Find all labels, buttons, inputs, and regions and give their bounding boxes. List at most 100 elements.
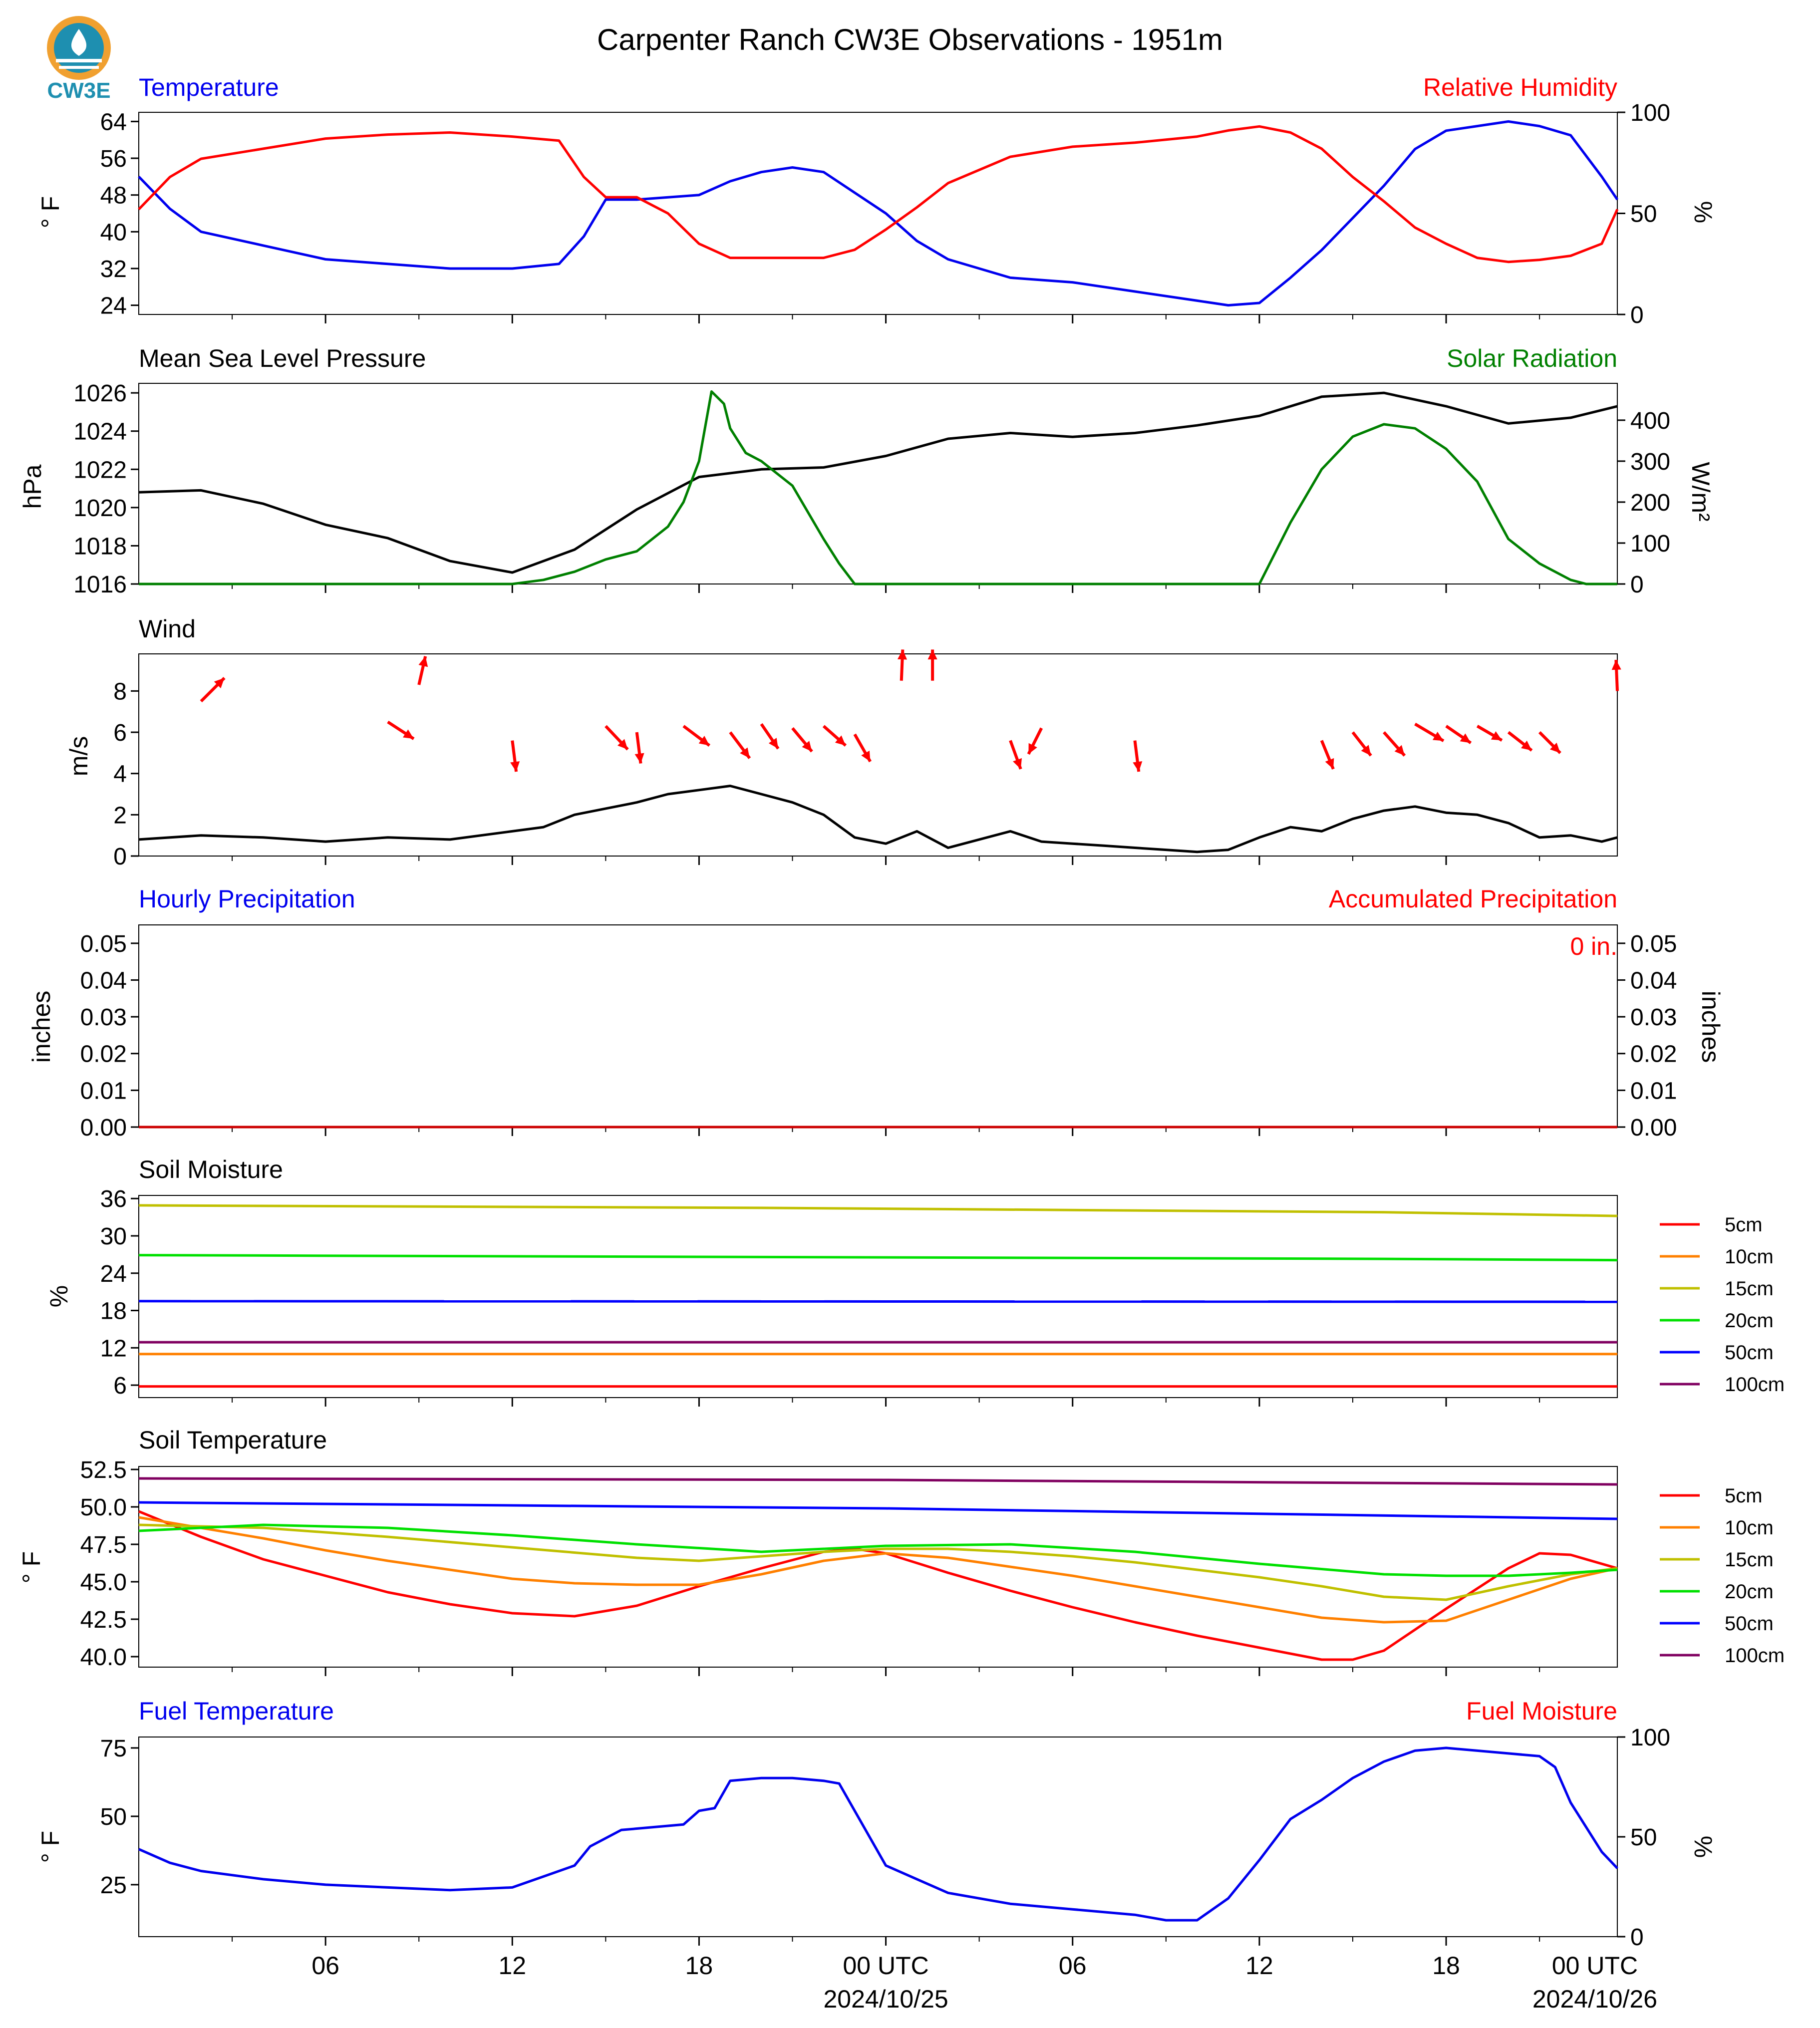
wind-arrow [634, 732, 644, 764]
wind-arrow [1476, 725, 1503, 742]
series-line-relative-humidity [138, 125, 1619, 264]
wind-arrow [927, 649, 937, 681]
y-tick-label-right: 0 [1630, 1924, 1644, 1951]
wind-arrow [1611, 659, 1621, 691]
y-tick-label-left: 40.0 [80, 1644, 127, 1671]
panel-wind: Wind m/s 0 2 4 6 8 [65, 615, 1621, 870]
y-axis-label-left: ° F [36, 196, 64, 228]
y-tick-label-left: 40 [100, 219, 127, 246]
y-tick-label-left: 56 [100, 146, 127, 172]
legend-label: 5cm [1725, 1485, 1763, 1507]
panel-title-left: Mean Sea Level Pressure [139, 344, 426, 372]
series-line-wind-speed [138, 785, 1618, 854]
wind-arrow [1027, 727, 1043, 755]
wind-arrow [1351, 731, 1372, 757]
y-tick-label-left: 48 [100, 183, 127, 209]
x-tick-label: 00 UTC [1552, 1952, 1638, 1980]
y-tick-label-left: 18 [100, 1298, 127, 1325]
y-axis-label: % [45, 1285, 73, 1307]
series-line-15cm [138, 1523, 1618, 1601]
panel-fuel: Fuel Temperature Fuel Moisture ° F % 25 5… [36, 1697, 1717, 1951]
y-tick-label-left: 0.01 [80, 1078, 127, 1104]
accumulated-total-annotation: 0 in. [1570, 932, 1617, 960]
y-tick-label-left: 50 [100, 1804, 127, 1830]
plot-frame [138, 924, 1618, 1128]
y-tick-label-left: 8 [113, 678, 127, 705]
y-tick-label-left: 64 [100, 109, 127, 135]
plot-frame [138, 1466, 1618, 1668]
wind-arrow [387, 720, 415, 740]
y-tick-label-left: 25 [100, 1872, 127, 1899]
y-tick-label-right: 0.03 [1630, 1004, 1677, 1031]
y-tick-label-left: 36 [100, 1186, 127, 1212]
series-line-20cm [138, 1254, 1618, 1262]
wind-arrow [729, 731, 751, 759]
y-tick-label-left: 0 [113, 844, 127, 870]
y-axis-label-right: % [1689, 1836, 1717, 1858]
y-tick-label-left: 0.05 [80, 931, 127, 957]
plot-frame [138, 1737, 1618, 1937]
x-tick-label: 12 [498, 1952, 526, 1980]
y-tick-label-left: 2 [113, 802, 127, 829]
y-tick-label-left: 52.5 [80, 1457, 127, 1483]
panel-title-right: Solar Radiation [1447, 344, 1617, 372]
wind-arrow [1445, 725, 1472, 744]
wind-arrow [1538, 731, 1561, 754]
panel-pressure-solar: Mean Sea Level Pressure Solar Radiation … [18, 344, 1715, 598]
x-tick-label: 06 [1059, 1952, 1087, 1980]
panel-soil-moisture: Soil Moisture % 6 12 18 24 30 36 5cm 10cm 15cm 2… [45, 1156, 1785, 1407]
plot-frame [138, 112, 1618, 315]
legend-label: 100cm [1725, 1645, 1785, 1667]
y-tick-label-left: 0.03 [80, 1004, 127, 1031]
x-tick-label: 18 [685, 1952, 713, 1980]
y-tick-label-left: 32 [100, 256, 127, 283]
y-tick-label-left: 50.0 [80, 1494, 127, 1521]
y-tick-label-left: 0.02 [80, 1041, 127, 1068]
panel-title-right: Relative Humidity [1423, 73, 1617, 101]
y-tick-label-right: 50 [1630, 1824, 1657, 1851]
y-axis-label-right: % [1689, 201, 1717, 223]
time-axis: 06 12 18 00 UTC 06 12 18 00 UTC 2024/10/25 2024/1… [311, 1952, 1657, 2013]
plot-frame [138, 383, 1618, 584]
series-line-solar-radiation [139, 390, 1617, 585]
y-tick-label-right: 50 [1630, 201, 1657, 228]
logo-text: CW3E [47, 78, 110, 103]
wind-arrow [897, 649, 908, 681]
legend-label: 10cm [1725, 1517, 1774, 1539]
y-axis-label-right: inches [1697, 991, 1725, 1063]
x-tick-label: 00 UTC [843, 1952, 928, 1980]
date-label: 2024/10/26 [1532, 1985, 1657, 2013]
y-tick-label-right: 0.02 [1630, 1041, 1677, 1068]
wind-arrow [510, 740, 520, 772]
legend-label: 50cm [1725, 1342, 1774, 1364]
y-axis-label-right: W/m² [1687, 462, 1715, 521]
panel-title: Wind [139, 615, 196, 643]
x-tick-label: 12 [1245, 1952, 1273, 1980]
x-tick-label: 06 [311, 1952, 339, 1980]
series-line-temperature [138, 120, 1619, 307]
panel-title: Soil Moisture [139, 1156, 283, 1183]
wind-arrow [605, 725, 629, 751]
panel-temperature-humidity: Temperature Relative Humidity ° F % 24 32… [36, 73, 1717, 328]
y-tick-label-left: 47.5 [80, 1532, 127, 1558]
series-line-100cm [138, 1477, 1618, 1486]
wind-arrow [200, 677, 226, 703]
wind-arrow [1383, 731, 1406, 757]
wind-arrow [682, 725, 711, 747]
y-tick-label-right: 100 [1630, 531, 1670, 557]
y-tick-label-right: 100 [1630, 1725, 1670, 1751]
series-line-5cm [138, 1510, 1618, 1661]
y-tick-label-left: 1022 [73, 457, 127, 483]
y-axis-label: m/s [65, 736, 93, 777]
logo-wave [59, 66, 99, 69]
panel-title-right: Fuel Moisture [1466, 1697, 1617, 1725]
wind-arrow [853, 733, 872, 763]
y-tick-label-right: 100 [1630, 100, 1670, 126]
y-tick-label-left: 0.00 [80, 1115, 127, 1141]
wind-arrow [1009, 740, 1022, 770]
y-tick-label-left: 12 [100, 1335, 127, 1362]
series-line-fuel-temperature [138, 1746, 1618, 1922]
y-tick-label-right: 0.05 [1630, 931, 1677, 957]
wind-arrow [1320, 740, 1335, 770]
